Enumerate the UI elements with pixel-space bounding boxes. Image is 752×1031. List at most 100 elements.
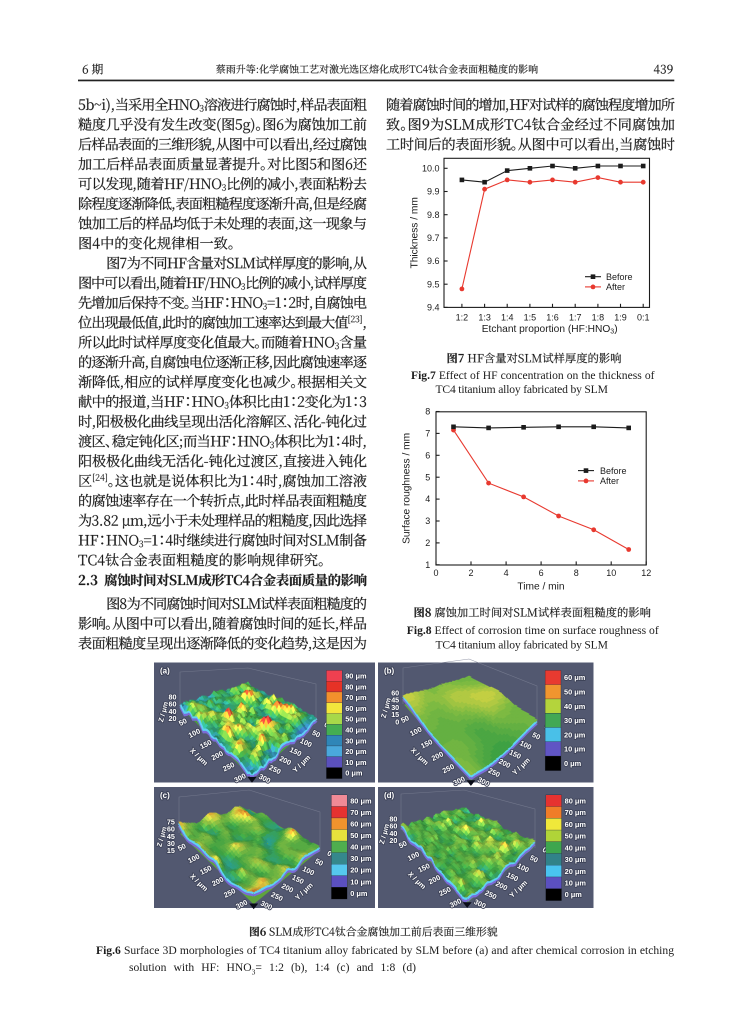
svg-text:Time / min: Time / min bbox=[517, 581, 564, 592]
svg-text:1:8: 1:8 bbox=[592, 313, 605, 323]
svg-text:1:9: 1:9 bbox=[614, 313, 627, 323]
svg-text:30: 30 bbox=[167, 839, 175, 848]
svg-text:8: 8 bbox=[574, 568, 579, 578]
svg-text:70 μm: 70 μm bbox=[345, 693, 367, 702]
svg-text:20: 20 bbox=[169, 714, 177, 723]
svg-text:70 μm: 70 μm bbox=[350, 808, 372, 817]
svg-text:60 μm: 60 μm bbox=[564, 673, 586, 682]
svg-text:30 μm: 30 μm bbox=[565, 855, 587, 864]
svg-text:0: 0 bbox=[326, 849, 334, 859]
svg-text:10 μm: 10 μm bbox=[565, 879, 587, 888]
svg-text:0 μm: 0 μm bbox=[345, 769, 363, 778]
svg-text:4: 4 bbox=[504, 568, 509, 578]
svg-text:30 μm: 30 μm bbox=[564, 716, 586, 725]
svg-text:60 μm: 60 μm bbox=[350, 820, 372, 829]
svg-text:(d): (d) bbox=[384, 791, 395, 800]
svg-text:9.5: 9.5 bbox=[427, 279, 440, 289]
svg-text:4: 4 bbox=[425, 494, 430, 504]
svg-text:1:3: 1:3 bbox=[478, 313, 491, 323]
svg-text:45: 45 bbox=[167, 832, 175, 841]
svg-text:80 μm: 80 μm bbox=[345, 682, 367, 691]
svg-text:Surface roughness / mm: Surface roughness / mm bbox=[402, 433, 413, 544]
svg-text:60: 60 bbox=[167, 825, 175, 834]
svg-text:0 μm: 0 μm bbox=[564, 759, 582, 768]
svg-text:75: 75 bbox=[167, 817, 175, 826]
svg-text:After: After bbox=[606, 282, 625, 292]
svg-text:1:7: 1:7 bbox=[569, 313, 582, 323]
svg-text:5: 5 bbox=[425, 472, 430, 482]
svg-text:20: 20 bbox=[389, 836, 397, 845]
svg-text:7: 7 bbox=[425, 429, 430, 439]
svg-text:30 μm: 30 μm bbox=[350, 854, 372, 863]
svg-text:30: 30 bbox=[391, 703, 399, 712]
svg-text:40 μm: 40 μm bbox=[565, 843, 587, 852]
svg-text:(b): (b) bbox=[384, 667, 395, 676]
svg-text:40 μm: 40 μm bbox=[345, 726, 367, 735]
svg-text:1: 1 bbox=[425, 560, 430, 570]
svg-text:0: 0 bbox=[433, 568, 438, 578]
svg-text:9.7: 9.7 bbox=[427, 233, 440, 243]
svg-text:80 μm: 80 μm bbox=[565, 797, 587, 806]
svg-text:Thickness / mm: Thickness / mm bbox=[410, 197, 421, 268]
svg-text:60 μm: 60 μm bbox=[345, 704, 367, 713]
svg-text:50 μm: 50 μm bbox=[345, 715, 367, 724]
svg-text:0: 0 bbox=[541, 845, 549, 855]
svg-text:1:4: 1:4 bbox=[501, 313, 514, 323]
svg-text:9.6: 9.6 bbox=[427, 256, 440, 266]
svg-text:1:2: 1:2 bbox=[456, 313, 469, 323]
svg-text:70 μm: 70 μm bbox=[565, 808, 587, 817]
svg-text:8: 8 bbox=[425, 407, 430, 417]
svg-text:20 μm: 20 μm bbox=[564, 730, 586, 739]
svg-text:0 μm: 0 μm bbox=[350, 889, 368, 898]
svg-text:50 μm: 50 μm bbox=[350, 831, 372, 840]
svg-text:1:5: 1:5 bbox=[524, 313, 537, 323]
svg-text:80: 80 bbox=[389, 815, 397, 824]
svg-text:40 μm: 40 μm bbox=[350, 843, 372, 852]
svg-text:45: 45 bbox=[391, 696, 399, 705]
svg-text:40 μm: 40 μm bbox=[564, 702, 586, 711]
svg-text:Etchant proportion (HF:HNO3): Etchant proportion (HF:HNO3) bbox=[482, 324, 618, 336]
svg-text:50 μm: 50 μm bbox=[564, 688, 586, 697]
svg-text:10 μm: 10 μm bbox=[564, 745, 586, 754]
svg-text:9.8: 9.8 bbox=[427, 210, 440, 220]
svg-text:1:6: 1:6 bbox=[546, 313, 559, 323]
svg-text:2: 2 bbox=[468, 568, 473, 578]
svg-text:60: 60 bbox=[391, 689, 399, 698]
svg-text:50 μm: 50 μm bbox=[565, 832, 587, 841]
svg-text:(a): (a) bbox=[160, 667, 170, 676]
svg-text:80: 80 bbox=[169, 693, 177, 702]
svg-text:0 μm: 0 μm bbox=[565, 890, 583, 899]
svg-text:9.4: 9.4 bbox=[427, 303, 440, 313]
svg-text:60: 60 bbox=[389, 822, 397, 831]
svg-text:9.9: 9.9 bbox=[427, 187, 440, 197]
svg-text:2: 2 bbox=[425, 538, 430, 548]
svg-text:After: After bbox=[600, 476, 619, 486]
svg-text:0:1: 0:1 bbox=[637, 313, 650, 323]
svg-text:12: 12 bbox=[641, 568, 651, 578]
svg-text:40: 40 bbox=[169, 707, 177, 716]
svg-text:6: 6 bbox=[539, 568, 544, 578]
svg-text:90 μm: 90 μm bbox=[345, 672, 367, 681]
svg-text:6: 6 bbox=[425, 450, 430, 460]
svg-text:20 μm: 20 μm bbox=[345, 747, 367, 756]
svg-text:TC4 titanium alloy fabricated: TC4 titanium alloy fabricated by SLM bbox=[436, 383, 608, 396]
svg-text:10: 10 bbox=[606, 568, 616, 578]
svg-text:60: 60 bbox=[169, 700, 177, 709]
svg-text:20 μm: 20 μm bbox=[350, 866, 372, 875]
svg-text:15: 15 bbox=[167, 846, 175, 855]
svg-text:80 μm: 80 μm bbox=[350, 796, 372, 805]
svg-text:60 μm: 60 μm bbox=[565, 820, 587, 829]
svg-text:0: 0 bbox=[395, 717, 399, 726]
svg-text:10 μm: 10 μm bbox=[345, 758, 367, 767]
svg-text:3: 3 bbox=[425, 516, 430, 526]
svg-text:TC4 titanium alloy fabricated: TC4 titanium alloy fabricated by SLM bbox=[436, 639, 608, 652]
svg-text:Before: Before bbox=[600, 466, 627, 476]
svg-text:40: 40 bbox=[389, 829, 397, 838]
svg-text:15: 15 bbox=[391, 710, 399, 719]
svg-text:20 μm: 20 μm bbox=[565, 867, 587, 876]
svg-text:30 μm: 30 μm bbox=[345, 736, 367, 745]
svg-text:(c): (c) bbox=[160, 791, 170, 800]
svg-text:10.0: 10.0 bbox=[422, 163, 440, 173]
svg-text:Before: Before bbox=[606, 272, 633, 282]
svg-text:10 μm: 10 μm bbox=[350, 877, 372, 886]
